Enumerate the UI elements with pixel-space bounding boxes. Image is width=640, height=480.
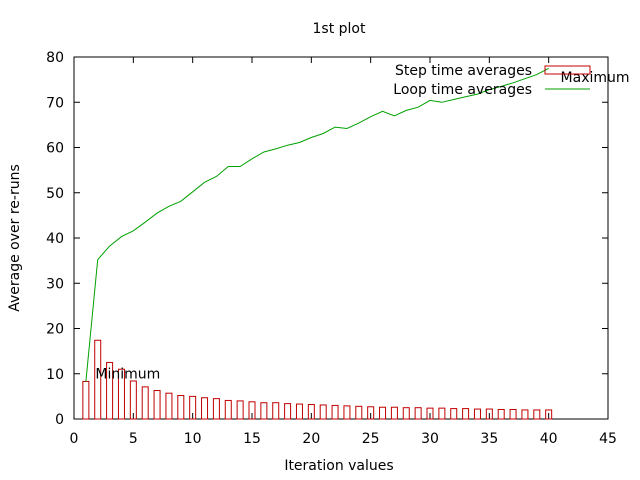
y-tick-label: 40 [46, 231, 64, 247]
bar [402, 407, 410, 420]
x-tick-label: 40 [540, 431, 558, 447]
y-tick-label: 30 [46, 276, 64, 292]
y-tick-label: 10 [46, 367, 64, 383]
bar [189, 395, 197, 420]
y-tick-label: 60 [46, 141, 64, 157]
bar [117, 368, 125, 420]
bar [141, 386, 149, 420]
y-axis-label: Average over re-runs [7, 164, 23, 312]
legend-label: Loop time averages [393, 82, 532, 98]
x-axis-label: Iteration values [284, 458, 393, 474]
axis-ticks: 0 5 10 15 20 25 30 35 40 45 0 10 20 30 40 50 60 70 80 [46, 50, 617, 447]
plot-frame [73, 56, 609, 420]
bar [260, 402, 268, 420]
annotation-label: Minimum [95, 366, 160, 382]
x-tick-label: 20 [302, 431, 320, 447]
x-tick-label: 10 [184, 431, 202, 447]
annotation-label: Maximum [561, 70, 630, 86]
x-tick-label: 35 [480, 431, 498, 447]
annotations: Minimum Maximum [95, 70, 629, 382]
bar-series [82, 339, 553, 420]
legend-swatch-bar [544, 65, 591, 75]
bar [521, 409, 529, 420]
x-tick-label: 5 [129, 431, 138, 447]
x-tick-label: 30 [421, 431, 439, 447]
line-series [85, 67, 549, 382]
bar [201, 397, 209, 420]
bar [319, 404, 327, 420]
bar [367, 406, 375, 420]
bar [426, 407, 434, 420]
bar [414, 407, 422, 420]
x-tick-label: 25 [362, 431, 380, 447]
bar [284, 403, 292, 420]
y-tick-label: 80 [46, 50, 64, 66]
y-tick-label: 0 [55, 412, 64, 428]
bar [153, 389, 161, 420]
bar [129, 380, 137, 420]
bar [485, 408, 493, 420]
bar [438, 407, 446, 420]
bar [509, 408, 517, 420]
chart-title: 1st plot [313, 21, 366, 37]
x-tick-label: 15 [243, 431, 261, 447]
bar [450, 408, 458, 420]
bar [165, 392, 173, 420]
bar [462, 408, 470, 420]
bar [379, 406, 387, 420]
bar [106, 361, 114, 420]
bar [272, 402, 280, 420]
bar [473, 408, 481, 420]
bar [295, 403, 303, 420]
bar [355, 405, 363, 420]
legend: Step time averages Loop time averages [393, 63, 591, 98]
bar [177, 394, 185, 420]
y-tick-label: 70 [46, 95, 64, 111]
y-tick-label: 20 [46, 322, 64, 338]
x-tick-label: 0 [70, 431, 79, 447]
bar [533, 409, 541, 420]
bar [343, 405, 351, 420]
series-line [85, 67, 549, 382]
bar [390, 406, 398, 420]
bar [212, 398, 220, 420]
bar [331, 404, 339, 420]
bar [545, 409, 553, 420]
legend-label: Step time averages [395, 63, 532, 79]
bar [82, 380, 90, 420]
bar [224, 399, 232, 420]
bar [307, 404, 315, 420]
bar [94, 339, 102, 420]
bar [497, 408, 505, 420]
bar [248, 401, 256, 420]
x-tick-label: 45 [599, 431, 617, 447]
bar [236, 400, 244, 420]
y-tick-label: 50 [46, 186, 64, 202]
